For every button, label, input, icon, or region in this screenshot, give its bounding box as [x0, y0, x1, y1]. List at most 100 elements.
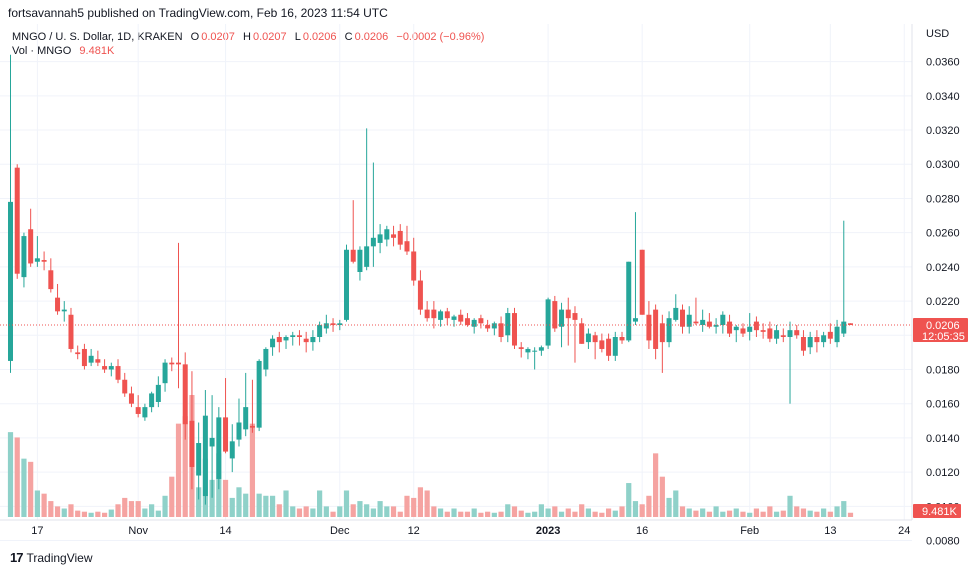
candle-body: [424, 309, 430, 319]
x-tick-label: 12: [408, 525, 420, 537]
candle-body: [552, 301, 558, 329]
candle-body: [747, 326, 753, 332]
candle-body: [686, 314, 692, 327]
volume-bar: [740, 511, 746, 517]
volume-bar: [404, 495, 410, 517]
candle-body: [646, 314, 652, 341]
volume-bar: [276, 504, 282, 517]
volume-bar: [592, 511, 598, 517]
candle-body: [471, 319, 477, 327]
candle-body: [135, 407, 141, 414]
candle-body: [485, 325, 491, 329]
x-tick-label: 14: [219, 525, 231, 537]
tradingview-footer[interactable]: 17 TradingView: [10, 550, 93, 565]
volume-bar: [88, 512, 94, 517]
candle-body: [653, 309, 659, 349]
candle-body: [592, 335, 598, 343]
volume-bar: [61, 508, 67, 517]
volume-bar: [720, 511, 726, 517]
volume-bar: [532, 511, 538, 517]
candle-body: [585, 333, 591, 343]
y-tick-label: 0.0220: [926, 296, 960, 308]
volume-bar: [579, 504, 585, 517]
volume-bar: [780, 510, 786, 517]
volume-bar: [14, 437, 20, 517]
candle-body: [720, 314, 726, 326]
candle-body: [350, 249, 356, 262]
volume-bar: [28, 461, 34, 517]
candle-body: [296, 335, 302, 337]
candle-body: [727, 321, 733, 334]
volume-bar: [330, 511, 336, 517]
volume-bar: [350, 504, 356, 517]
volume-bar: [773, 511, 780, 517]
candle-body: [337, 323, 343, 326]
candle-body: [317, 325, 323, 337]
volume-legend[interactable]: Vol · MNGO 9.481K: [12, 45, 116, 57]
last-price-value: 0.0206: [926, 320, 960, 332]
volume-bar: [337, 506, 343, 517]
volume-bar: [182, 416, 188, 517]
x-tick-label: Feb: [740, 525, 759, 537]
volume-label: Vol · MNGO: [12, 45, 72, 57]
volume-bar: [196, 487, 202, 517]
symbol-legend[interactable]: MNGO / U. S. Dollar, 1D, KRAKEN O 0.0207 …: [12, 31, 486, 43]
candle-body: [827, 331, 833, 339]
candle-body: [700, 319, 706, 326]
volume-bar: [34, 490, 40, 517]
candle-body: [202, 415, 208, 497]
volume-bar: [518, 510, 524, 517]
candle-body: [666, 318, 672, 343]
volume-bar: [122, 497, 128, 517]
volume-bar: [437, 508, 444, 517]
candle-body: [276, 336, 282, 343]
y-tick-label: 0.0140: [926, 433, 960, 445]
candle-body: [491, 323, 497, 329]
candle-body: [290, 335, 296, 337]
candle-body: [263, 348, 269, 370]
candle-body: [243, 407, 249, 430]
candle-body: [713, 325, 719, 327]
volume-bar: [41, 493, 47, 517]
candle-body: [344, 249, 349, 320]
candle-body: [693, 321, 699, 324]
x-tick-label: 16: [636, 525, 648, 537]
volume-bar: [390, 506, 397, 517]
volume-bar: [54, 506, 61, 517]
candle-body: [283, 336, 289, 341]
x-tick-label: 13: [824, 525, 836, 537]
close-label: C: [344, 31, 353, 43]
volume-bar: [209, 479, 215, 517]
volume-bar: [827, 511, 833, 517]
candle-body: [848, 323, 853, 326]
volume-bar: [162, 495, 168, 517]
volume-bar: [814, 511, 820, 517]
volume-bar: [222, 479, 229, 517]
volume-bar: [659, 476, 665, 517]
volume-bar: [317, 490, 323, 517]
volume-bar: [397, 511, 403, 517]
candle-body: [451, 316, 457, 320]
volume-bar: [525, 512, 531, 517]
candle-body: [8, 201, 13, 361]
volume-bar: [760, 511, 766, 517]
volume-bar: [431, 506, 437, 517]
open-value: 0.0207: [201, 31, 235, 43]
candle-body: [236, 422, 242, 440]
volume-bar: [639, 504, 645, 517]
volume-bar: [68, 504, 74, 517]
candle-body: [115, 366, 121, 380]
candle-body: [478, 318, 484, 324]
candle-body: [606, 338, 612, 356]
x-tick-label: 17: [31, 525, 43, 537]
volume-value: 9.481K: [79, 45, 115, 57]
y-tick-label: 0.0340: [926, 91, 960, 103]
open-label: O: [190, 31, 200, 43]
x-tick-label: 2023: [536, 525, 560, 537]
candle-body: [41, 260, 47, 262]
volume-bar: [256, 493, 262, 517]
volume-bar: [498, 511, 504, 517]
candle-body: [142, 407, 148, 418]
volume-bar: [572, 511, 578, 517]
